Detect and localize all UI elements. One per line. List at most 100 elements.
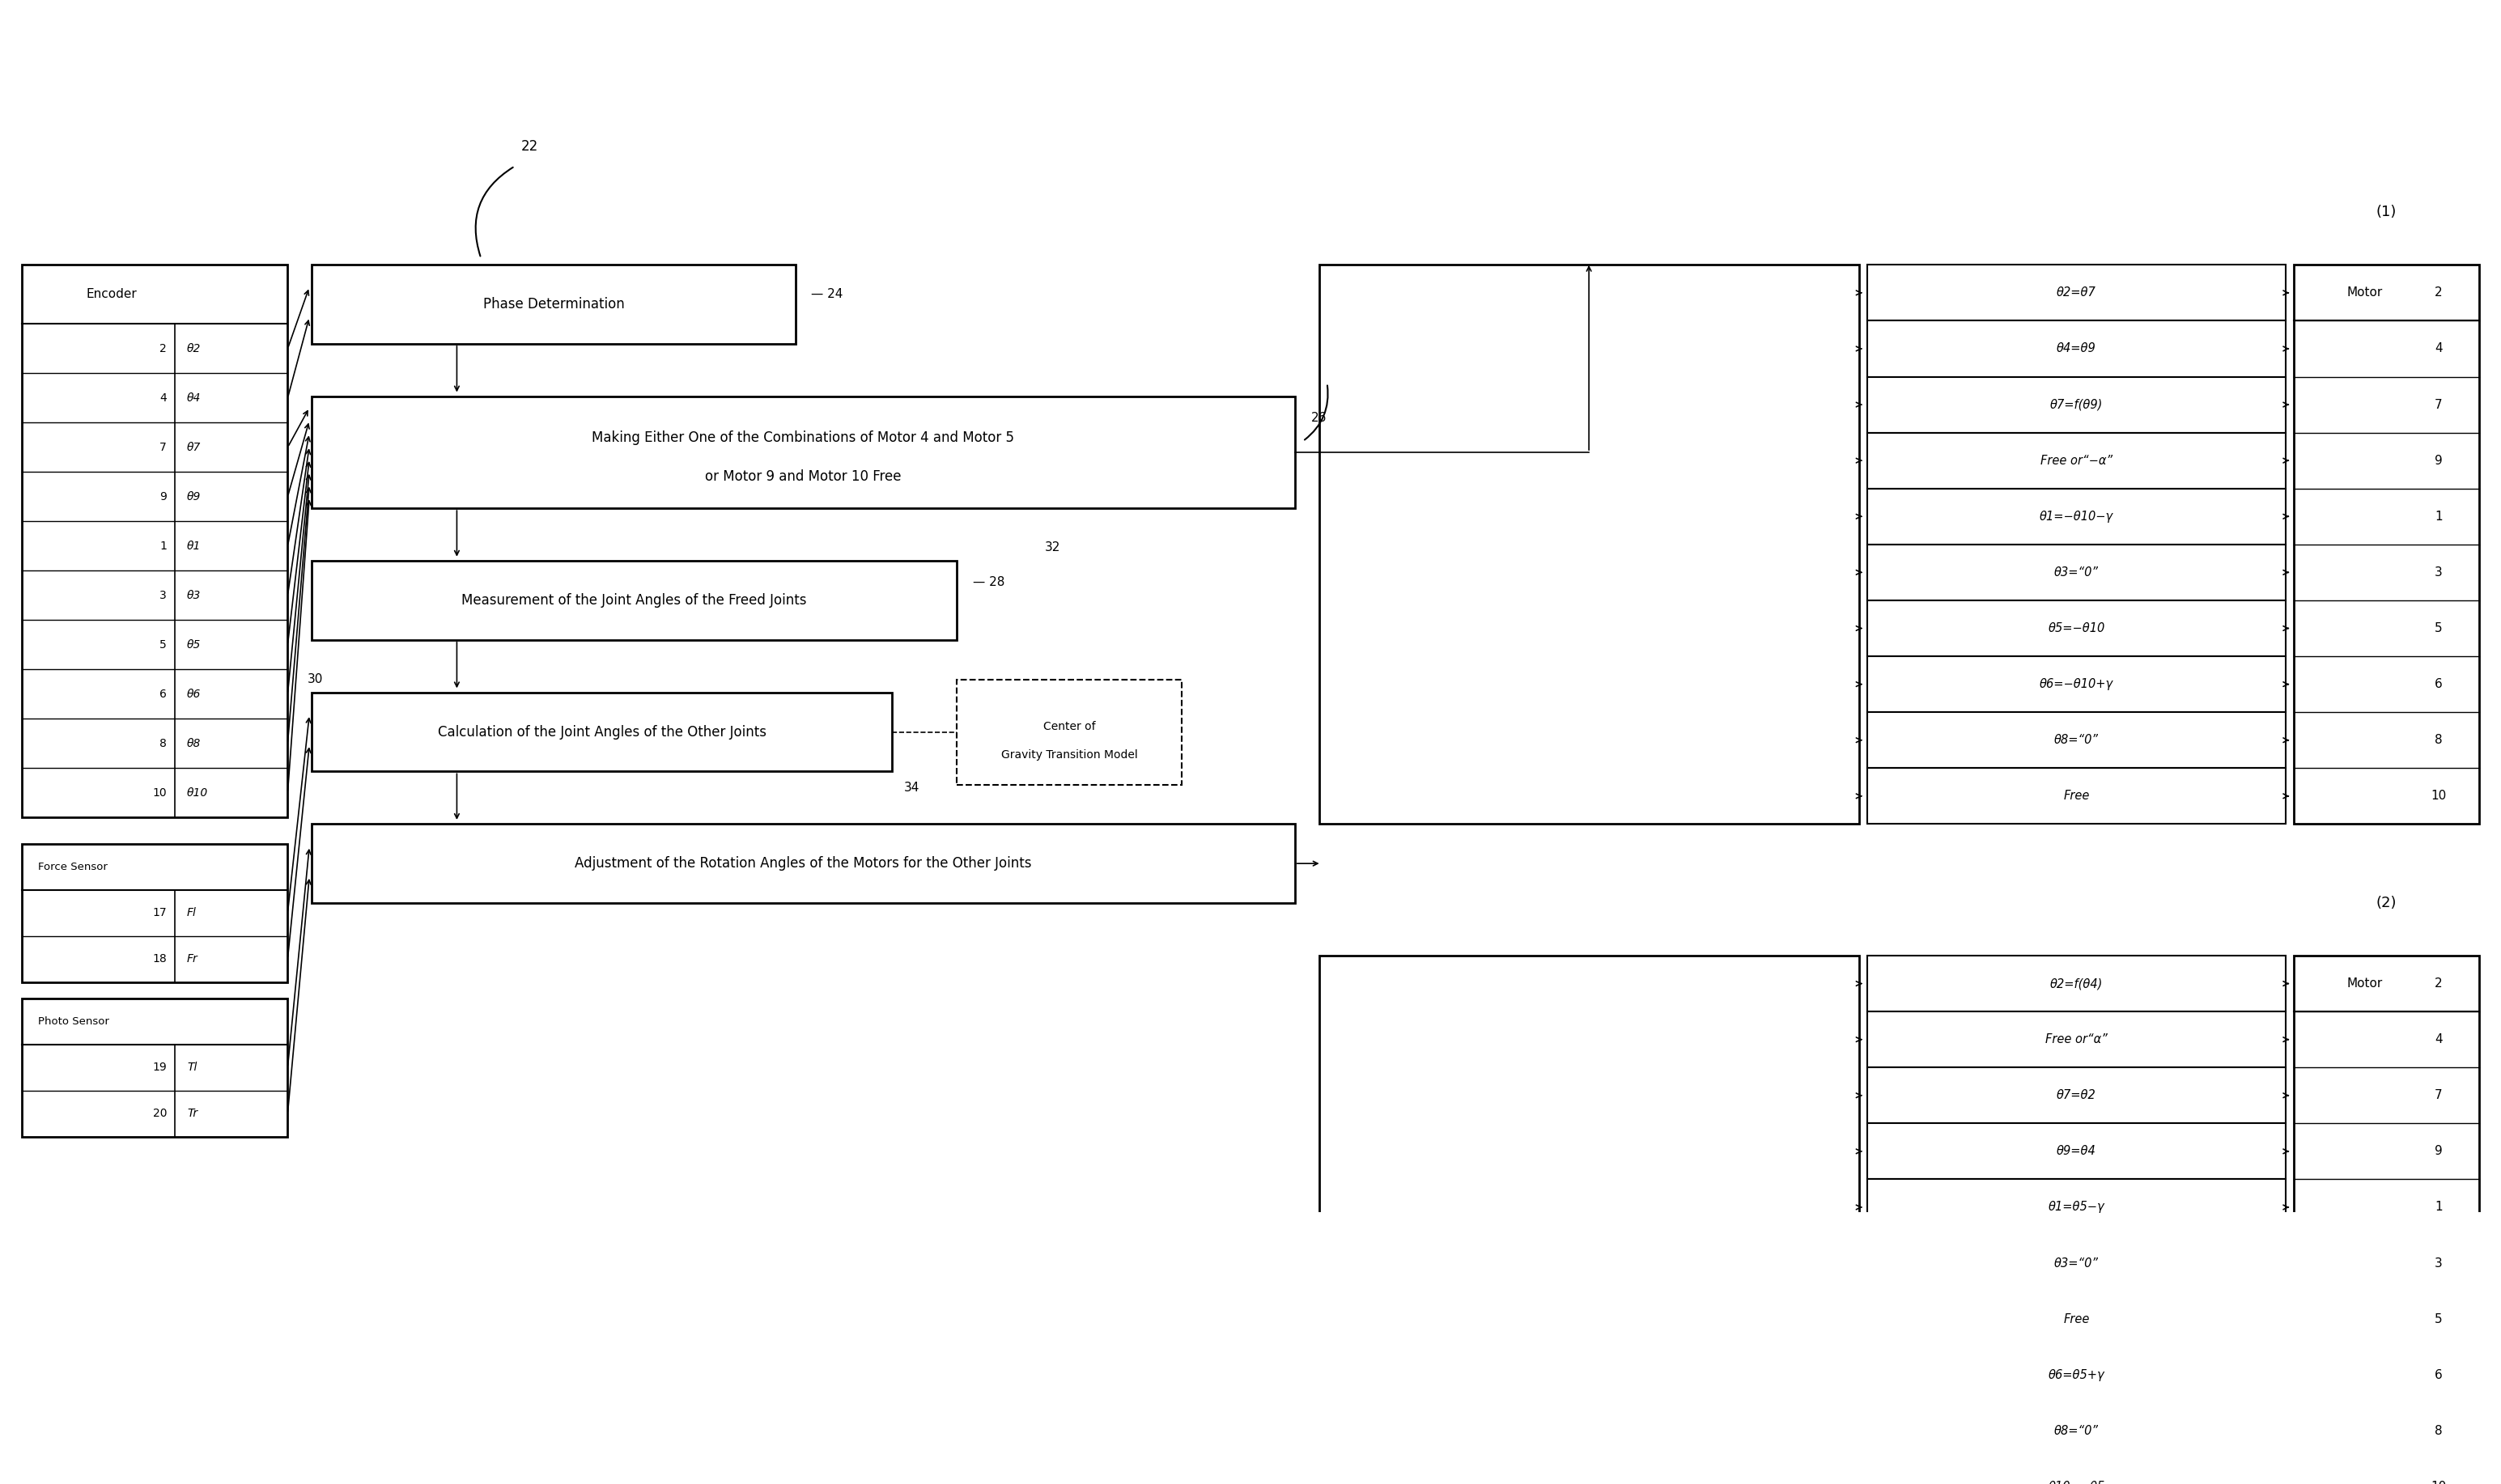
Text: — 28: — 28 [973,576,1005,588]
Bar [1866,433,2286,488]
Text: θ5: θ5 [188,640,200,650]
Text: θ4: θ4 [188,392,200,404]
Text: Tr: Tr [188,1109,198,1119]
Text: θ7: θ7 [188,442,200,453]
Text: θ6: θ6 [188,689,200,700]
Bar [1866,1402,2286,1459]
Bar [1866,1123,2286,1180]
Bar [23,264,288,818]
Text: Motor: Motor [2346,978,2383,990]
Text: 32: 32 [1045,542,1060,554]
Text: 2: 2 [2433,978,2443,990]
Bar [1866,1291,2286,1347]
Text: 9: 9 [2433,1146,2443,1158]
Text: 26: 26 [1311,411,1326,424]
Bar [1866,769,2286,824]
Text: Free or“−α”: Free or“−α” [2041,454,2113,466]
Text: Center of: Center of [1043,721,1095,732]
Text: θ7=f(θ9): θ7=f(θ9) [2051,399,2103,411]
Text: 22: 22 [520,139,538,154]
Text: 20: 20 [153,1109,168,1119]
Text: 9: 9 [2433,454,2443,466]
Bar [23,844,288,982]
Bar [1866,377,2286,433]
Text: 18: 18 [153,953,168,965]
Text: (1): (1) [2376,205,2396,220]
Text: 8: 8 [2433,735,2443,746]
Bar [1866,601,2286,656]
Text: θ6=−θ10+γ: θ6=−θ10+γ [2038,678,2113,690]
Text: 4: 4 [160,392,168,404]
Bar [23,999,288,1137]
Text: Adjustment of the Rotation Angles of the Motors for the Other Joints: Adjustment of the Rotation Angles of the… [575,856,1033,871]
Text: θ4=θ9: θ4=θ9 [2056,343,2096,355]
Text: θ2=θ7: θ2=θ7 [2056,286,2096,298]
Bar [1866,321,2286,377]
Text: θ2=f(θ4): θ2=f(θ4) [2051,978,2103,990]
Text: 30: 30 [308,674,323,686]
Text: 7: 7 [2433,1089,2443,1101]
Text: 1: 1 [160,540,168,552]
Text: 9: 9 [160,491,168,503]
Bar [1866,545,2286,601]
Text: 6: 6 [2433,1368,2443,1382]
Bar [1866,1180,2286,1235]
Text: θ7=θ2: θ7=θ2 [2056,1089,2096,1101]
Bar [1318,264,1858,824]
Text: Fr: Fr [188,953,198,965]
Text: θ8=“0”: θ8=“0” [2053,1425,2098,1437]
Text: 17: 17 [153,907,168,919]
Text: (2): (2) [2376,896,2396,910]
Text: θ10: θ10 [188,787,208,798]
Text: θ3=“0”: θ3=“0” [2053,1257,2098,1269]
Text: Free: Free [2063,1313,2088,1325]
Text: 10: 10 [153,787,168,798]
Text: θ2: θ2 [188,343,200,355]
Text: θ1=θ5−γ: θ1=θ5−γ [2048,1201,2103,1214]
Bar [313,561,955,640]
Text: 3: 3 [2433,1257,2443,1269]
Bar [1866,712,2286,769]
Bar [2293,956,2478,1484]
Text: Free or“α”: Free or“α” [2046,1033,2108,1046]
Text: θ1=−θ10−γ: θ1=−θ10−γ [2038,510,2113,522]
Text: θ9: θ9 [188,491,200,503]
Text: 6: 6 [2433,678,2443,690]
Text: 4: 4 [2433,1033,2443,1046]
Text: 2: 2 [160,343,168,355]
Text: — 24: — 24 [810,288,843,300]
Text: 1: 1 [2433,1201,2443,1214]
Text: θ3=“0”: θ3=“0” [2053,567,2098,579]
Text: Encoder: Encoder [85,288,138,300]
Text: Photo Sensor: Photo Sensor [38,1017,110,1027]
Text: θ9=θ4: θ9=θ4 [2056,1146,2096,1158]
Text: 19: 19 [153,1061,168,1073]
Text: θ3: θ3 [188,589,200,601]
Text: 7: 7 [160,442,168,453]
Text: 3: 3 [2433,567,2443,579]
Text: 10: 10 [2431,789,2446,803]
Text: 4: 4 [2433,343,2443,355]
Text: θ8=“0”: θ8=“0” [2053,735,2098,746]
Text: 5: 5 [2433,1313,2443,1325]
Text: 8: 8 [160,738,168,749]
Text: Tl: Tl [188,1061,198,1073]
Bar [1866,656,2286,712]
Bar [1866,1067,2286,1123]
Text: 1: 1 [2433,510,2443,522]
Bar [1866,1235,2286,1291]
Text: Fl: Fl [188,907,198,919]
Text: θ1: θ1 [188,540,200,552]
Text: Force Sensor: Force Sensor [38,862,108,873]
Bar [1866,956,2286,1012]
Bar [313,396,1296,508]
Text: Phase Determination: Phase Determination [483,297,625,312]
Bar [313,824,1296,902]
Text: 8: 8 [2433,1425,2443,1437]
Text: θ5=−θ10: θ5=−θ10 [2048,622,2106,634]
Text: 34: 34 [903,782,920,794]
Text: Gravity Transition Model: Gravity Transition Model [1000,749,1138,761]
Text: 5: 5 [160,640,168,650]
Bar [1866,1347,2286,1402]
Text: Calculation of the Joint Angles of the Other Joints: Calculation of the Joint Angles of the O… [438,724,765,739]
